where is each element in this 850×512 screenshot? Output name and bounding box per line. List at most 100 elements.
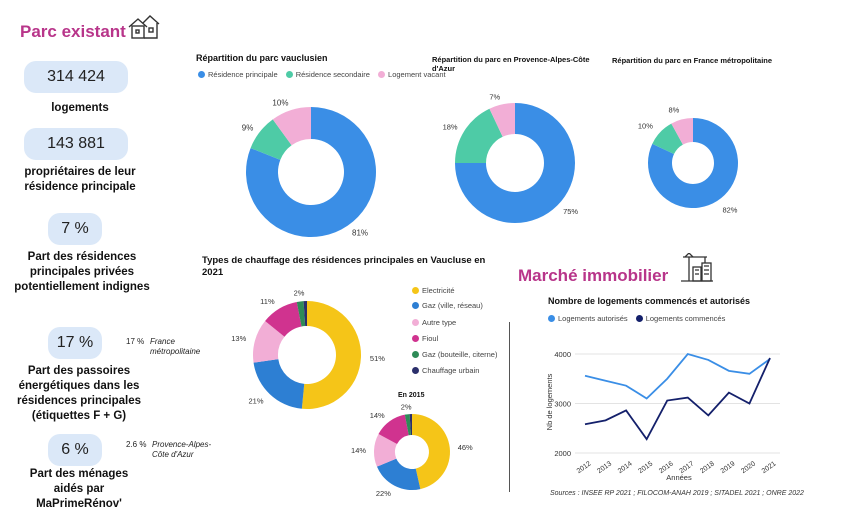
kpi-proprietaires-label: propriétaires de leur résidence principa… [24,166,136,193]
donut-chauffage-2015: 46% 22% 14% 14% 2% [351,402,473,498]
sources-note: Sources : INSEE RP 2021 ; FILOCOM-ANAH 2… [550,490,804,497]
donut-slice [252,320,285,363]
donut-slice-label: 14% [351,446,366,455]
donut-slice [404,414,411,436]
donut-slice [245,107,376,237]
donut-slice-label: 9% [242,123,254,132]
x-tick-label: 2018 [699,460,716,475]
legend-chauffage-item: Electricité [412,286,455,295]
donut-slice [648,118,738,209]
donut-slice [455,108,503,163]
donut-slice-label: 82% [722,205,737,214]
x-tick-label: 2020 [740,460,757,475]
donut-slice [455,103,575,223]
chart-chauffage-2015-title: En 2015 [398,392,425,399]
legend-parc: Résidence principale Résidence secondair… [198,70,446,79]
line-chart-ylabel: Nb de logements [545,373,554,430]
x-tick-label: 2012 [576,460,593,475]
donut-slice-label: 11% [260,297,275,306]
section-divider [509,322,510,492]
donut-slice [301,301,361,409]
kpi-logements-value: 314 424 [24,61,128,93]
kpi-indignes-value: 7 % [48,213,102,245]
x-tick-label: 2015 [637,460,654,475]
kpi-passoires-compare-value: 17 % [126,337,145,346]
donut-slice [409,414,412,436]
buildings-crane-icon [681,253,713,282]
legend-parc-item: Logement vacant [378,70,446,79]
legend-chauffage-item: Gaz (bouteille, citerne) [412,350,497,359]
kpi-maprimerenov-label: Part des ménages aidés par MaPrimeRénov' [29,468,129,510]
kpi-passoires-value: 17 % [48,327,102,359]
donut-slice-label: 14% [370,411,385,420]
chart-paca-title: Répartition du parc en Provence-Alpes-Cô… [432,55,590,73]
kpi-proprietaires-value: 143 881 [24,128,128,160]
donut-slice [376,458,421,490]
donut-slice [296,301,306,327]
kpi-passoires-compare-label: France métropolitaine [150,337,201,356]
donut-france: 82% 10% 8% [638,106,738,214]
x-tick-label: 2021 [761,460,778,475]
donut-slice-label: 7% [489,93,500,102]
donut-slice-label: 18% [443,123,458,132]
donut-slice-label: 46% [458,443,473,452]
x-tick-label: 2019 [720,460,737,475]
legend-chauffage-item: Fioul [412,334,438,343]
legend-parc-item: Résidence principale [198,70,278,79]
kpi-indignes-label: Part des résidences principales privées … [14,251,150,293]
x-tick-label: 2013 [596,460,613,475]
kpi-maprimerenov-compare-value: 2.6 % [126,440,147,449]
y-tick-label: 4000 [554,350,571,359]
legend-line-item: Logements autorisés [548,314,628,323]
donut-slice-label: 2% [294,289,305,298]
chart-chauffage-title: Types de chauffage des résidences princi… [202,255,486,278]
donut-slice-label: 10% [272,99,288,108]
donut-slice-label: 81% [352,228,368,237]
line-chart-title: Nombre de logements commencés et autoris… [548,296,751,306]
donut-slice-label: 21% [249,397,264,406]
chart-vaucluse-title: Répartition du parc vauclusien [196,53,328,63]
donut-slice [412,414,450,490]
legend-chauffage-item: Chauffage urbain [412,366,479,375]
y-tick-label: 2000 [554,449,571,458]
donut-slice [253,359,305,409]
donut-slice-label: 10% [638,121,653,130]
legend-line: Logements autorisés Logements commencés [548,314,725,323]
series-line [584,357,771,441]
donut-slice [652,123,683,155]
kpi-maprimerenov-value: 6 % [48,434,102,466]
donut-slice [671,118,693,145]
parc-existant-title: Parc existant [20,22,126,41]
legend-chauffage-item: Autre type [412,318,456,327]
donut-slice [303,301,307,327]
line-chart-plot [584,352,771,441]
donut-slice [489,103,515,137]
kpi-logements-label: logements [51,102,109,114]
donut-slice [272,107,311,146]
donut-slice [378,414,409,444]
donut-paca: 75% 18% 7% [443,93,578,223]
kpi-maprimerenov-compare-label: Provence-Alpes-Côte d'Azur [152,440,212,459]
legend-parc-item: Résidence secondaire [285,70,370,79]
donut-slice [374,434,398,467]
series-line [584,352,771,400]
houses-icon [128,15,160,39]
legend-line-item: Logements commencés [635,314,725,323]
kpi-passoires-label: Part des passoires énergétiques dans les… [16,365,141,422]
donut-slice-label: 22% [376,489,391,498]
x-tick-label: 2014 [617,460,634,475]
donut-chauffage-2021: 51% 21% 13% 11% 2% [231,289,385,409]
donut-vaucluse: 81% 9% 10% [242,99,376,237]
donut-slice [265,301,302,337]
chart-france-title: Répartition du parc en France métropolit… [612,56,773,65]
donut-slice-label: 13% [231,334,246,343]
donut-slice-label: 51% [370,354,385,363]
donut-slice-label: 2% [401,402,412,411]
donut-slice [250,119,292,160]
legend-chauffage-item: Gaz (ville, réseau) [412,301,483,310]
donut-slice-label: 8% [668,106,679,115]
line-chart-xlabel: Années [666,473,692,482]
